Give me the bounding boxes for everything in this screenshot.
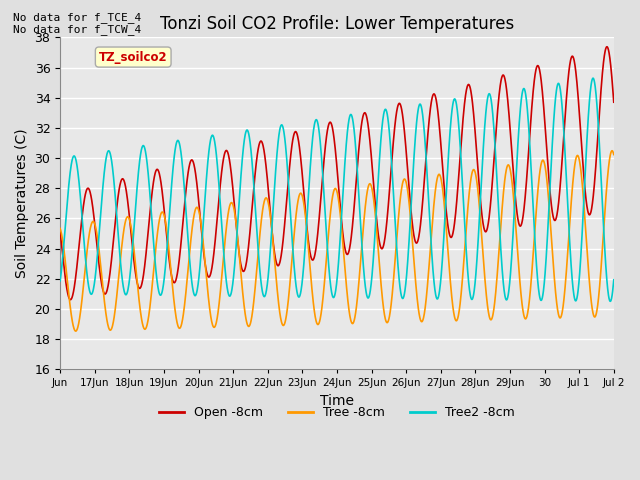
Title: Tonzi Soil CO2 Profile: Lower Temperatures: Tonzi Soil CO2 Profile: Lower Temperatur… bbox=[160, 15, 514, 33]
Y-axis label: Soil Temperatures (C): Soil Temperatures (C) bbox=[15, 129, 29, 278]
Legend: Open -8cm, Tree -8cm, Tree2 -8cm: Open -8cm, Tree -8cm, Tree2 -8cm bbox=[154, 401, 520, 424]
Text: TZ_soilco2: TZ_soilco2 bbox=[99, 50, 168, 63]
X-axis label: Time: Time bbox=[320, 394, 354, 408]
Text: No data for f_TCE_4
No data for f_TCW_4: No data for f_TCE_4 No data for f_TCW_4 bbox=[13, 12, 141, 36]
